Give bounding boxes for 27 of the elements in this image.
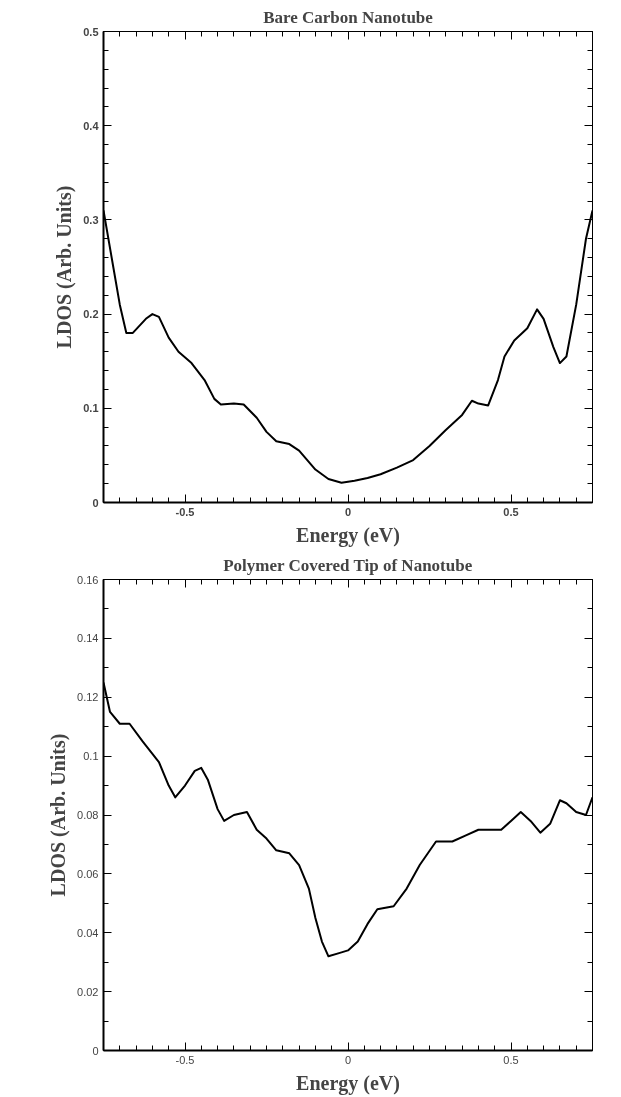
- y-tick-label: 0.4: [83, 119, 100, 132]
- y-tick-label: 0.12: [77, 691, 99, 704]
- y-tick-label: 0.2: [83, 308, 99, 321]
- x-tick-label: 0.5: [503, 505, 519, 518]
- y-tick-label: 0: [92, 1044, 99, 1057]
- y-tick-label: 0.06: [77, 867, 99, 880]
- y-tick-label: 0.3: [83, 213, 99, 226]
- x-tick-label: 0: [344, 1053, 352, 1066]
- chart-title: Bare Carbon Nanotube: [263, 7, 434, 27]
- x-tick-label: 0.5: [503, 1053, 519, 1066]
- x-tick-label: -0.5: [175, 505, 195, 518]
- y-tick-label: 0.02: [77, 985, 99, 998]
- y-tick-label: 0.1: [83, 750, 99, 763]
- y-tick-label: 0.08: [77, 809, 99, 821]
- x-axis-title: Energy (eV): [296, 1071, 400, 1095]
- y-tick-label: 0.16: [77, 573, 99, 586]
- y-axis-title: LDOS (Arb. Units): [53, 185, 77, 349]
- y-tick-label: 0.1: [83, 402, 99, 415]
- x-axis-title: Energy (eV): [296, 523, 400, 547]
- y-tick-label: 0: [92, 496, 99, 509]
- y-tick-label: 0.14: [77, 632, 99, 645]
- y-tick-label: 0.04: [77, 926, 99, 939]
- chart-title: Polymer Covered Tip of Nanotube: [223, 555, 473, 575]
- x-tick-label: -0.5: [175, 1053, 195, 1066]
- y-tick-label: 0.5: [83, 25, 99, 38]
- y-axis-title: LDOS (Arb. Units): [47, 733, 71, 897]
- x-tick-label: 0: [344, 505, 352, 518]
